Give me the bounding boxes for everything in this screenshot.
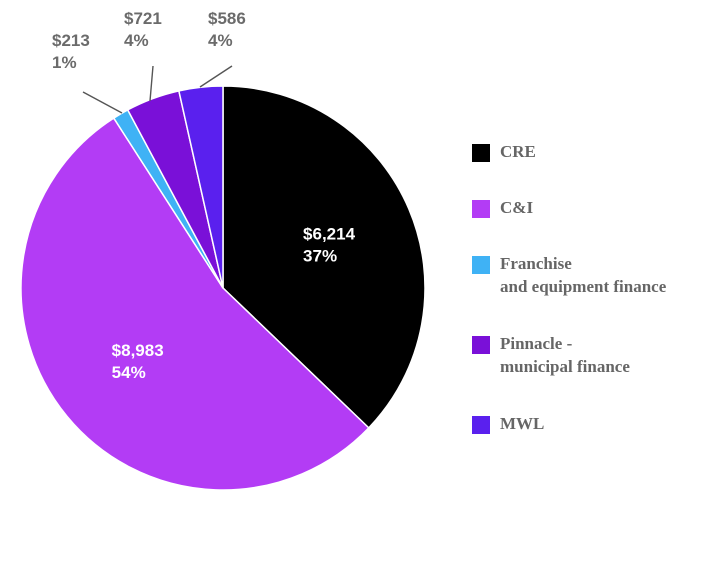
legend-swatch — [472, 336, 490, 354]
legend-label: CRE — [500, 140, 536, 163]
legend-swatch — [472, 416, 490, 434]
legend-label-line: and equipment finance — [500, 277, 667, 296]
leader-line-franchise-and-equipment-finance — [82, 91, 123, 114]
legend-label: Franchise and equipment finance — [500, 252, 666, 298]
pie-slice-cre — [222, 85, 426, 429]
legend-label: C&I — [500, 196, 533, 219]
data-label-cre: $6,214 37% — [303, 225, 356, 266]
legend-swatch — [472, 256, 490, 274]
legend-label-line: Pinnacle - — [500, 334, 573, 353]
legend-label: Pinnacle - municipal finance — [500, 332, 630, 378]
leader-line-pinnacle-municipal-finance — [149, 65, 154, 102]
legend-swatch — [472, 144, 490, 162]
data-label-pinnacle-municipal-finance: $721 4% — [124, 9, 162, 50]
legend-label-line: Franchise — [500, 254, 572, 273]
legend-label: MWL — [500, 412, 544, 435]
data-label-franchise-and-equipment-finance: $213 1% — [52, 31, 90, 72]
leader-line-mwl — [199, 65, 233, 88]
legend-label-line: C&I — [500, 198, 534, 217]
data-label-mwl: $586 4% — [208, 9, 246, 50]
pie-slice-c-i — [20, 117, 370, 491]
data-label-c-i: $8,983 54% — [112, 341, 164, 382]
legend-label-line: MWL — [500, 414, 545, 433]
legend-swatch — [472, 200, 490, 218]
legend-label-line: CRE — [500, 142, 536, 161]
legend-label-line: municipal finance — [500, 357, 630, 376]
